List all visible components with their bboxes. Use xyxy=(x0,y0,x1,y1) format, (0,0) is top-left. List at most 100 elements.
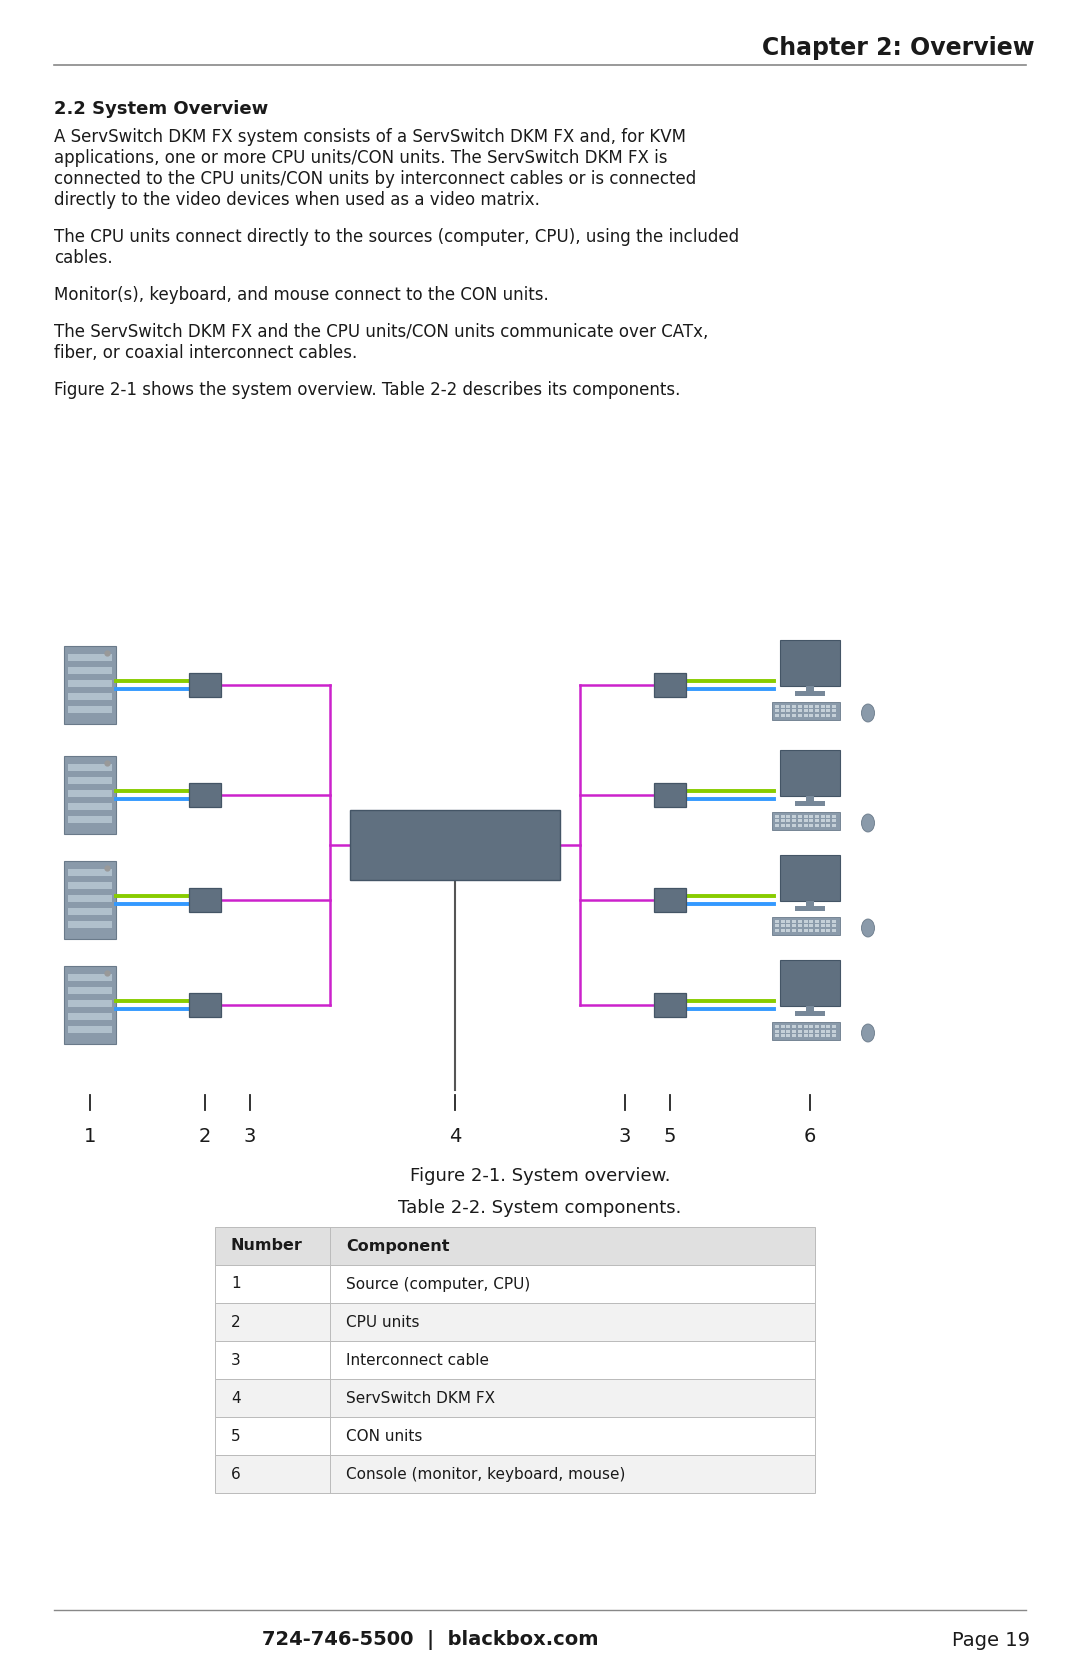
Bar xyxy=(832,814,836,818)
Bar xyxy=(815,920,819,923)
Text: Figure 2-1 shows the system overview. Table 2-2 describes its components.: Figure 2-1 shows the system overview. Ta… xyxy=(54,381,680,399)
Bar xyxy=(64,966,116,1045)
Bar xyxy=(815,1025,819,1028)
Bar xyxy=(786,819,791,823)
Bar xyxy=(215,1227,815,1265)
Bar xyxy=(772,1021,840,1040)
Bar xyxy=(804,920,808,923)
Bar xyxy=(215,1303,815,1340)
Text: 6: 6 xyxy=(804,1127,816,1147)
Bar xyxy=(826,824,831,828)
Bar xyxy=(775,1030,779,1033)
Ellipse shape xyxy=(862,814,875,833)
Bar xyxy=(792,920,796,923)
Bar xyxy=(775,704,779,708)
Text: cables.: cables. xyxy=(54,249,112,267)
Bar xyxy=(68,1000,112,1006)
Bar xyxy=(781,1035,785,1036)
Bar xyxy=(654,888,686,911)
Bar xyxy=(815,709,819,713)
Bar xyxy=(826,1035,831,1036)
Text: 2: 2 xyxy=(199,1127,212,1147)
Bar xyxy=(780,855,840,901)
Bar xyxy=(189,993,221,1016)
Text: CON units: CON units xyxy=(346,1429,422,1444)
Bar xyxy=(821,925,825,928)
Bar xyxy=(804,709,808,713)
Bar xyxy=(795,906,825,911)
Bar xyxy=(832,1030,836,1033)
Bar xyxy=(786,920,791,923)
Bar xyxy=(798,930,801,931)
Bar xyxy=(68,1026,112,1033)
Bar xyxy=(792,930,796,931)
Bar xyxy=(821,1035,825,1036)
Bar xyxy=(804,704,808,708)
Bar xyxy=(64,861,116,940)
Text: Chapter 2: Overview: Chapter 2: Overview xyxy=(762,37,1035,60)
Bar xyxy=(804,824,808,828)
Bar xyxy=(775,824,779,828)
Bar xyxy=(804,1035,808,1036)
Text: Table 2-2. System components.: Table 2-2. System components. xyxy=(399,1198,681,1217)
Bar xyxy=(821,814,825,818)
Bar xyxy=(804,925,808,928)
Text: 6: 6 xyxy=(231,1467,241,1482)
Bar xyxy=(832,714,836,718)
Text: A ServSwitch DKM FX system consists of a ServSwitch DKM FX and, for KVM: A ServSwitch DKM FX system consists of a… xyxy=(54,129,686,145)
Bar xyxy=(804,714,808,718)
Bar xyxy=(215,1379,815,1417)
Bar xyxy=(809,709,813,713)
Bar xyxy=(786,704,791,708)
Text: The CPU units connect directly to the sources (computer, CPU), using the include: The CPU units connect directly to the so… xyxy=(54,229,739,245)
Text: 2: 2 xyxy=(231,1315,241,1330)
Bar xyxy=(786,925,791,928)
Bar xyxy=(798,824,801,828)
Text: 1: 1 xyxy=(231,1277,241,1292)
Bar xyxy=(781,925,785,928)
Bar xyxy=(795,691,825,696)
Bar xyxy=(809,814,813,818)
Bar xyxy=(775,714,779,718)
Bar xyxy=(775,925,779,928)
Bar xyxy=(68,679,112,688)
Bar xyxy=(215,1455,815,1494)
Bar xyxy=(815,814,819,818)
Bar xyxy=(809,930,813,931)
Bar xyxy=(792,1035,796,1036)
Bar xyxy=(815,925,819,928)
Bar xyxy=(821,930,825,931)
Bar xyxy=(815,819,819,823)
Bar xyxy=(806,1006,814,1016)
Bar xyxy=(798,925,801,928)
Ellipse shape xyxy=(862,1025,875,1041)
Text: 2.2 System Overview: 2.2 System Overview xyxy=(54,100,268,118)
Bar xyxy=(806,796,814,806)
Bar xyxy=(826,714,831,718)
Bar xyxy=(772,916,840,935)
Bar xyxy=(780,639,840,686)
Bar xyxy=(68,986,112,995)
Bar xyxy=(792,814,796,818)
Bar xyxy=(781,1030,785,1033)
Bar xyxy=(821,714,825,718)
Bar xyxy=(781,714,785,718)
Bar xyxy=(781,1025,785,1028)
Text: Component: Component xyxy=(346,1238,449,1253)
Text: Monitor(s), keyboard, and mouse connect to the CON units.: Monitor(s), keyboard, and mouse connect … xyxy=(54,285,549,304)
Bar xyxy=(798,819,801,823)
Text: applications, one or more CPU units/CON units. The ServSwitch DKM FX is: applications, one or more CPU units/CON … xyxy=(54,149,667,167)
Bar xyxy=(781,704,785,708)
Bar xyxy=(781,709,785,713)
Bar xyxy=(815,824,819,828)
Text: 1: 1 xyxy=(84,1127,96,1147)
Bar xyxy=(68,816,112,823)
Text: Figure 2-1. System overview.: Figure 2-1. System overview. xyxy=(409,1167,671,1185)
Bar xyxy=(821,1025,825,1028)
Bar xyxy=(781,920,785,923)
Bar xyxy=(832,824,836,828)
Bar xyxy=(821,709,825,713)
Bar xyxy=(804,930,808,931)
Bar xyxy=(804,1025,808,1028)
Bar xyxy=(68,693,112,699)
